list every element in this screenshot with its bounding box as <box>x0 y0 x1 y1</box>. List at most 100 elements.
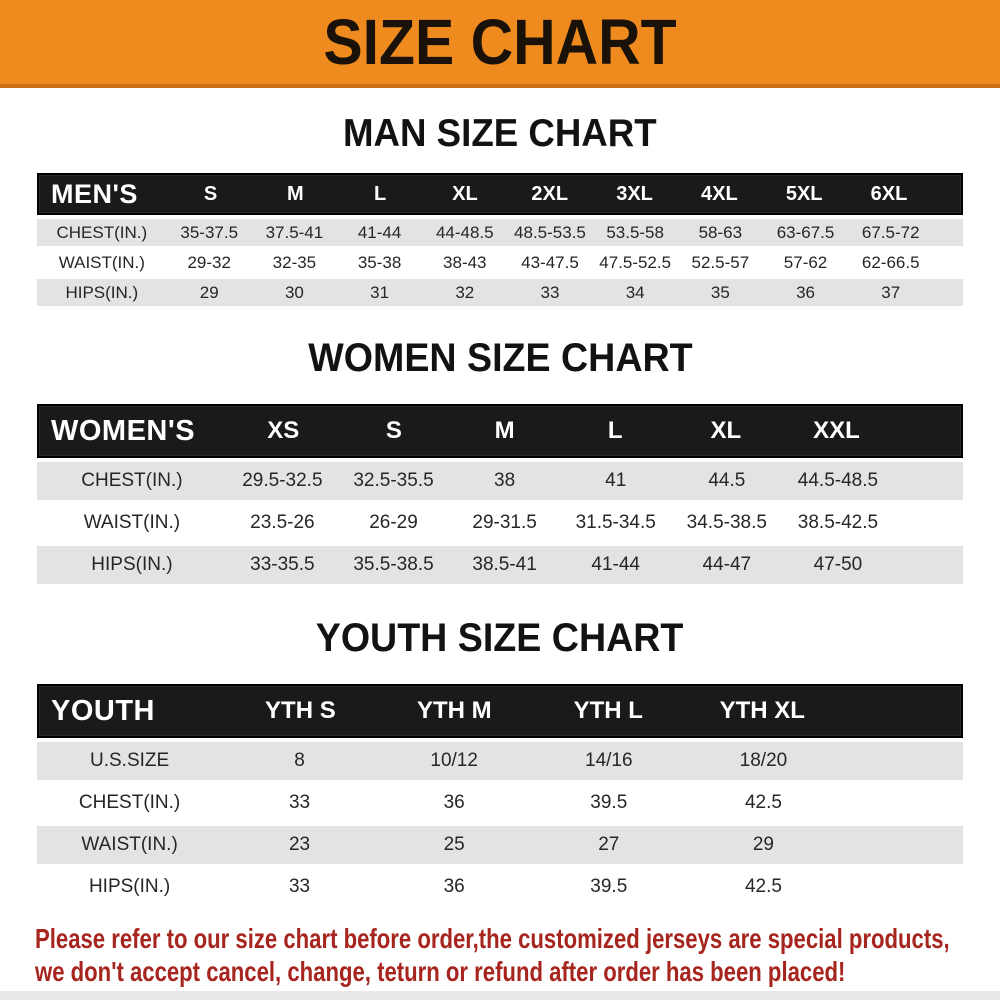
column-header: 2XL <box>531 182 569 205</box>
men-size-table: MEN'S S M L XL 2XL 3XL 4XL 5XL 6XL CHEST(IN.) 35-37… <box>37 173 963 306</box>
row-label: CHEST(IN.) <box>78 792 181 813</box>
order-policy-line-1-text: Please refer to our size chart before or… <box>35 923 950 954</box>
size-value-cell: 57-62 <box>783 252 828 272</box>
size-value-cell: 39.5 <box>590 876 628 897</box>
size-value-cell: 23.5-26 <box>250 512 315 533</box>
size-value-cell: 35.5-38.5 <box>353 554 434 575</box>
table-row: CHEST(IN.) 29.5-32.5 32.5-35.5 38 41 44.5 44.5… <box>37 462 963 500</box>
table-row: WAIST(IN.) 23.5-26 26-29 29-31.5 31.5-34.5 34… <box>37 504 963 542</box>
size-value-cell: 30 <box>284 282 304 302</box>
size-value-cell: 34.5-38.5 <box>686 512 767 533</box>
size-value-cell: 37.5-41 <box>265 222 324 242</box>
size-value-cell: 38.5-42.5 <box>797 512 879 533</box>
page-title: SIZE CHART <box>323 6 677 78</box>
size-value-cell: 10/12 <box>430 750 478 771</box>
size-value-cell: 47-50 <box>813 554 863 575</box>
youth-section-heading-text: YOUTH SIZE CHART <box>316 616 684 660</box>
size-value-cell: 29.5-32.5 <box>242 470 323 491</box>
size-value-cell: 44.5-48.5 <box>797 470 879 491</box>
table-header-row: WOMEN'S XS S M L XL XXL <box>37 404 963 458</box>
size-value-cell: 35 <box>710 282 730 302</box>
size-value-cell: 33-35.5 <box>250 554 315 575</box>
column-header: 3XL <box>616 182 653 205</box>
size-value-cell: 38.5-41 <box>472 554 537 575</box>
women-section-heading-text: WOMEN SIZE CHART <box>307 336 693 380</box>
size-value-cell: 33 <box>540 282 560 302</box>
table-header-label: MEN'S <box>51 178 138 209</box>
row-label: CHEST(IN.) <box>81 470 183 491</box>
size-value-cell: 58-63 <box>698 222 743 242</box>
size-value-cell: 8 <box>294 750 305 771</box>
column-header: XL <box>452 182 478 205</box>
size-value-cell: 35-38 <box>357 252 402 272</box>
size-value-cell: 38 <box>494 470 516 491</box>
size-value-cell: 63-67.5 <box>776 222 835 242</box>
row-label: WAIST(IN.) <box>58 252 145 272</box>
size-value-cell: 32 <box>455 282 475 302</box>
size-value-cell: 67.5-72 <box>861 222 920 242</box>
column-header: M <box>286 182 304 205</box>
table-row: HIPS(IN.) 29 30 31 32 33 34 35 36 37 <box>37 279 963 306</box>
size-value-cell: 39.5 <box>590 792 628 813</box>
size-value-cell: 37 <box>881 282 901 302</box>
youth-size-table: YOUTH YTH S YTH M YTH L YTH XL U.S.SIZE 8 10/12… <box>37 684 963 906</box>
size-value-cell: 27 <box>598 834 620 855</box>
size-value-cell: 34 <box>625 282 645 302</box>
women-section-heading: WOMEN SIZE CHART <box>0 338 1000 378</box>
column-header: L <box>607 417 623 444</box>
women-size-table: WOMEN'S XS S M L XL XXL CHEST(IN.) 29.5-32.5 32.5… <box>37 404 963 584</box>
size-value-cell: 25 <box>443 834 465 855</box>
size-value-cell: 14/16 <box>585 750 633 771</box>
column-header: 4XL <box>701 182 738 205</box>
column-header: YTH L <box>573 697 643 724</box>
row-label: WAIST(IN.) <box>83 512 181 533</box>
column-header: XL <box>710 417 742 444</box>
order-policy-line-2: we don't accept cancel, change, teturn o… <box>35 955 985 988</box>
table-header-row: MEN'S S M L XL 2XL 3XL 4XL 5XL 6XL <box>37 173 963 215</box>
column-header: L <box>374 182 387 205</box>
column-header: 6XL <box>870 182 908 205</box>
size-value-cell: 43-47.5 <box>521 252 579 272</box>
size-value-cell: 36 <box>443 876 465 897</box>
row-label: CHEST(IN.) <box>56 222 148 242</box>
order-policy-line-1: Please refer to our size chart before or… <box>35 922 985 955</box>
size-value-cell: 31.5-34.5 <box>575 512 656 533</box>
row-label: HIPS(IN.) <box>65 282 139 302</box>
youth-section-heading: YOUTH SIZE CHART <box>0 618 1000 658</box>
row-label: HIPS(IN.) <box>88 876 171 897</box>
size-value-cell: 41 <box>605 470 627 491</box>
column-header: YTH XL <box>719 697 805 724</box>
size-value-cell: 29 <box>752 834 774 855</box>
size-value-cell: 36 <box>796 282 815 302</box>
column-header: 5XL <box>785 182 823 205</box>
size-value-cell: 26-29 <box>369 512 418 533</box>
size-value-cell: 29-31.5 <box>472 512 537 533</box>
size-value-cell: 23 <box>288 834 311 855</box>
order-policy-note: Please refer to our size chart before or… <box>35 922 985 988</box>
bottom-edge-strip <box>0 991 1000 1000</box>
row-label: WAIST(IN.) <box>81 834 178 855</box>
size-value-cell: 32.5-35.5 <box>353 470 434 491</box>
size-value-cell: 18/20 <box>739 750 788 771</box>
man-section-heading: MAN SIZE CHART <box>0 114 1000 153</box>
row-label: U.S.SIZE <box>90 750 170 771</box>
size-value-cell: 44-47 <box>702 554 752 575</box>
size-value-cell: 44.5 <box>708 470 746 491</box>
table-header-row: YOUTH YTH S YTH M YTH L YTH XL <box>37 684 963 738</box>
size-value-cell: 48.5-53.5 <box>514 222 586 242</box>
column-header: XXL <box>813 417 860 444</box>
size-value-cell: 33 <box>288 876 311 897</box>
column-header: S <box>203 182 218 205</box>
size-value-cell: 32-35 <box>272 252 317 272</box>
column-header: YTH S <box>265 697 336 724</box>
size-value-cell: 29 <box>199 282 219 302</box>
size-value-cell: 62-66.5 <box>861 252 920 272</box>
table-header-label: YOUTH <box>51 694 155 727</box>
size-value-cell: 47.5-52.5 <box>599 252 672 272</box>
table-row: CHEST(IN.) 33 36 39.5 42.5 <box>37 784 963 822</box>
size-value-cell: 36 <box>443 792 465 813</box>
order-policy-line-2-text: we don't accept cancel, change, teturn o… <box>35 956 846 988</box>
column-header: YTH M <box>417 697 492 724</box>
banner: SIZE CHART <box>0 0 1000 88</box>
